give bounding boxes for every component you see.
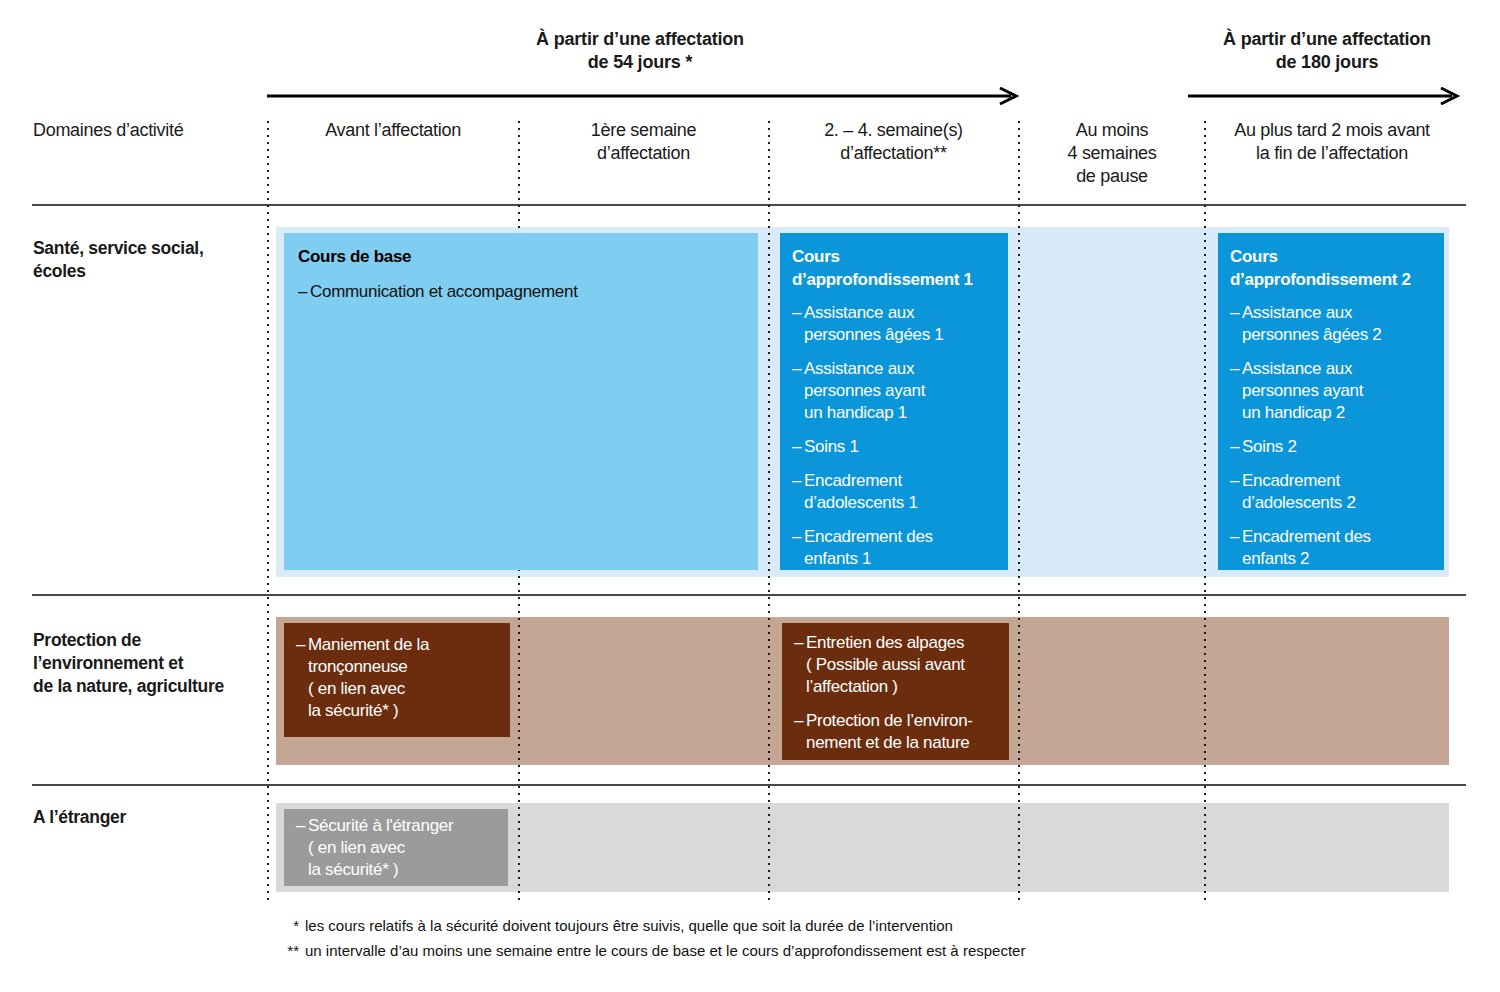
course-box-security-abroad: – Sécurité à l'étranger ( en lien avec l… bbox=[284, 809, 508, 886]
dash-bullet: – bbox=[792, 302, 804, 346]
course-box-chainsaw: – Maniement de la tronçonneuse ( en lien… bbox=[284, 623, 510, 737]
column-divider-3 bbox=[768, 121, 770, 902]
dash-bullet: – bbox=[296, 634, 308, 722]
column-header-before-end: Au plus tard 2 mois avant la fin de l’af… bbox=[1206, 119, 1458, 165]
dash-bullet: – bbox=[1230, 470, 1242, 514]
footnote-single-star: * les cours relatifs à la sécurité doive… bbox=[275, 913, 1025, 938]
dash-bullet: – bbox=[1230, 302, 1242, 346]
row-divider-sante-environment bbox=[32, 594, 1466, 596]
dash-bullet: – bbox=[792, 436, 804, 458]
footnote-text: les cours relatifs à la sécurité doivent… bbox=[305, 913, 953, 938]
dash-bullet: – bbox=[1230, 526, 1242, 570]
period-54-days-title: À partir d’une affectation de 54 jours * bbox=[440, 28, 840, 74]
course-item: – Soins 1 bbox=[792, 436, 996, 458]
course-box-alpages: – Entretien des alpages ( Possible aussi… bbox=[782, 623, 1009, 760]
column-divider-1 bbox=[267, 121, 269, 902]
footnotes: * les cours relatifs à la sécurité doive… bbox=[275, 913, 1025, 963]
dash-bullet: – bbox=[794, 710, 806, 754]
footnote-double-star: ** un intervalle d’au moins une semaine … bbox=[275, 938, 1025, 963]
column-header-week-1: 1ère semaine d’affectation bbox=[528, 119, 759, 165]
dash-bullet: – bbox=[792, 358, 804, 424]
course-box-base: Cours de base – Communication et accompa… bbox=[284, 233, 758, 570]
dash-bullet: – bbox=[1230, 358, 1242, 424]
course-box-advanced-2: Cours d’approfondissement 2 – Assistance… bbox=[1218, 233, 1444, 570]
course-item: – Communication et accompagnement bbox=[298, 281, 744, 303]
course-item: – Assistance aux personnes ayant un hand… bbox=[792, 358, 996, 424]
arrow-180-days bbox=[1188, 86, 1464, 106]
row-divider-header bbox=[32, 204, 1466, 206]
row-label-sante: Santé, service social, écoles bbox=[33, 237, 203, 283]
dash-bullet: – bbox=[792, 526, 804, 570]
dash-bullet: – bbox=[794, 632, 806, 698]
course-box-title: Cours d’approfondissement 1 bbox=[792, 245, 996, 291]
course-item: – Entretien des alpages ( Possible aussi… bbox=[794, 632, 997, 698]
column-header-pause: Au moins 4 semaines de pause bbox=[1028, 119, 1196, 188]
period-180-days-title: À partir d’une affectation de 180 jours bbox=[1127, 28, 1500, 74]
dash-bullet: – bbox=[296, 815, 308, 881]
column-divider-5 bbox=[1204, 121, 1206, 902]
footnote-text: un intervalle d’au moins une semaine ent… bbox=[305, 938, 1025, 963]
course-item: – Encadrement d’adolescents 2 bbox=[1230, 470, 1432, 514]
column-header-week-2-4: 2. – 4. semaine(s) d’affectation** bbox=[778, 119, 1009, 165]
course-item: – Assistance aux personnes ayant un hand… bbox=[1230, 358, 1432, 424]
row-divider-environment-abroad bbox=[32, 784, 1466, 786]
arrow-54-days bbox=[267, 86, 1023, 106]
course-item: – Protection de l’environ- nement et de … bbox=[794, 710, 997, 754]
course-item: – Encadrement d’adolescents 1 bbox=[792, 470, 996, 514]
dash-bullet: – bbox=[792, 470, 804, 514]
course-timeline-diagram: À partir d’une affectation de 54 jours *… bbox=[0, 0, 1500, 992]
course-item: – Encadrement des enfants 1 bbox=[792, 526, 996, 570]
course-item: – Soins 2 bbox=[1230, 436, 1432, 458]
row-label-abroad: A l’étranger bbox=[33, 806, 126, 829]
dash-bullet: – bbox=[298, 281, 310, 303]
column-header-domains: Domaines d’activité bbox=[33, 119, 183, 142]
course-box-advanced-1: Cours d’approfondissement 1 – Assistance… bbox=[780, 233, 1008, 570]
course-item: – Assistance aux personnes âgées 2 bbox=[1230, 302, 1432, 346]
row-label-environment: Protection de l’environnement et de la n… bbox=[33, 629, 224, 698]
course-item: – Sécurité à l'étranger ( en lien avec l… bbox=[296, 815, 496, 881]
course-item: – Assistance aux personnes âgées 1 bbox=[792, 302, 996, 346]
footnote-marker: * bbox=[275, 913, 299, 938]
course-box-title: Cours de base bbox=[298, 245, 744, 268]
course-item: – Encadrement des enfants 2 bbox=[1230, 526, 1432, 570]
course-item: – Maniement de la tronçonneuse ( en lien… bbox=[296, 634, 498, 722]
footnote-marker: ** bbox=[275, 938, 299, 963]
dash-bullet: – bbox=[1230, 436, 1242, 458]
column-divider-4 bbox=[1018, 121, 1020, 902]
course-box-title: Cours d’approfondissement 2 bbox=[1230, 245, 1432, 291]
column-header-before-assignment: Avant l’affectation bbox=[277, 119, 509, 142]
